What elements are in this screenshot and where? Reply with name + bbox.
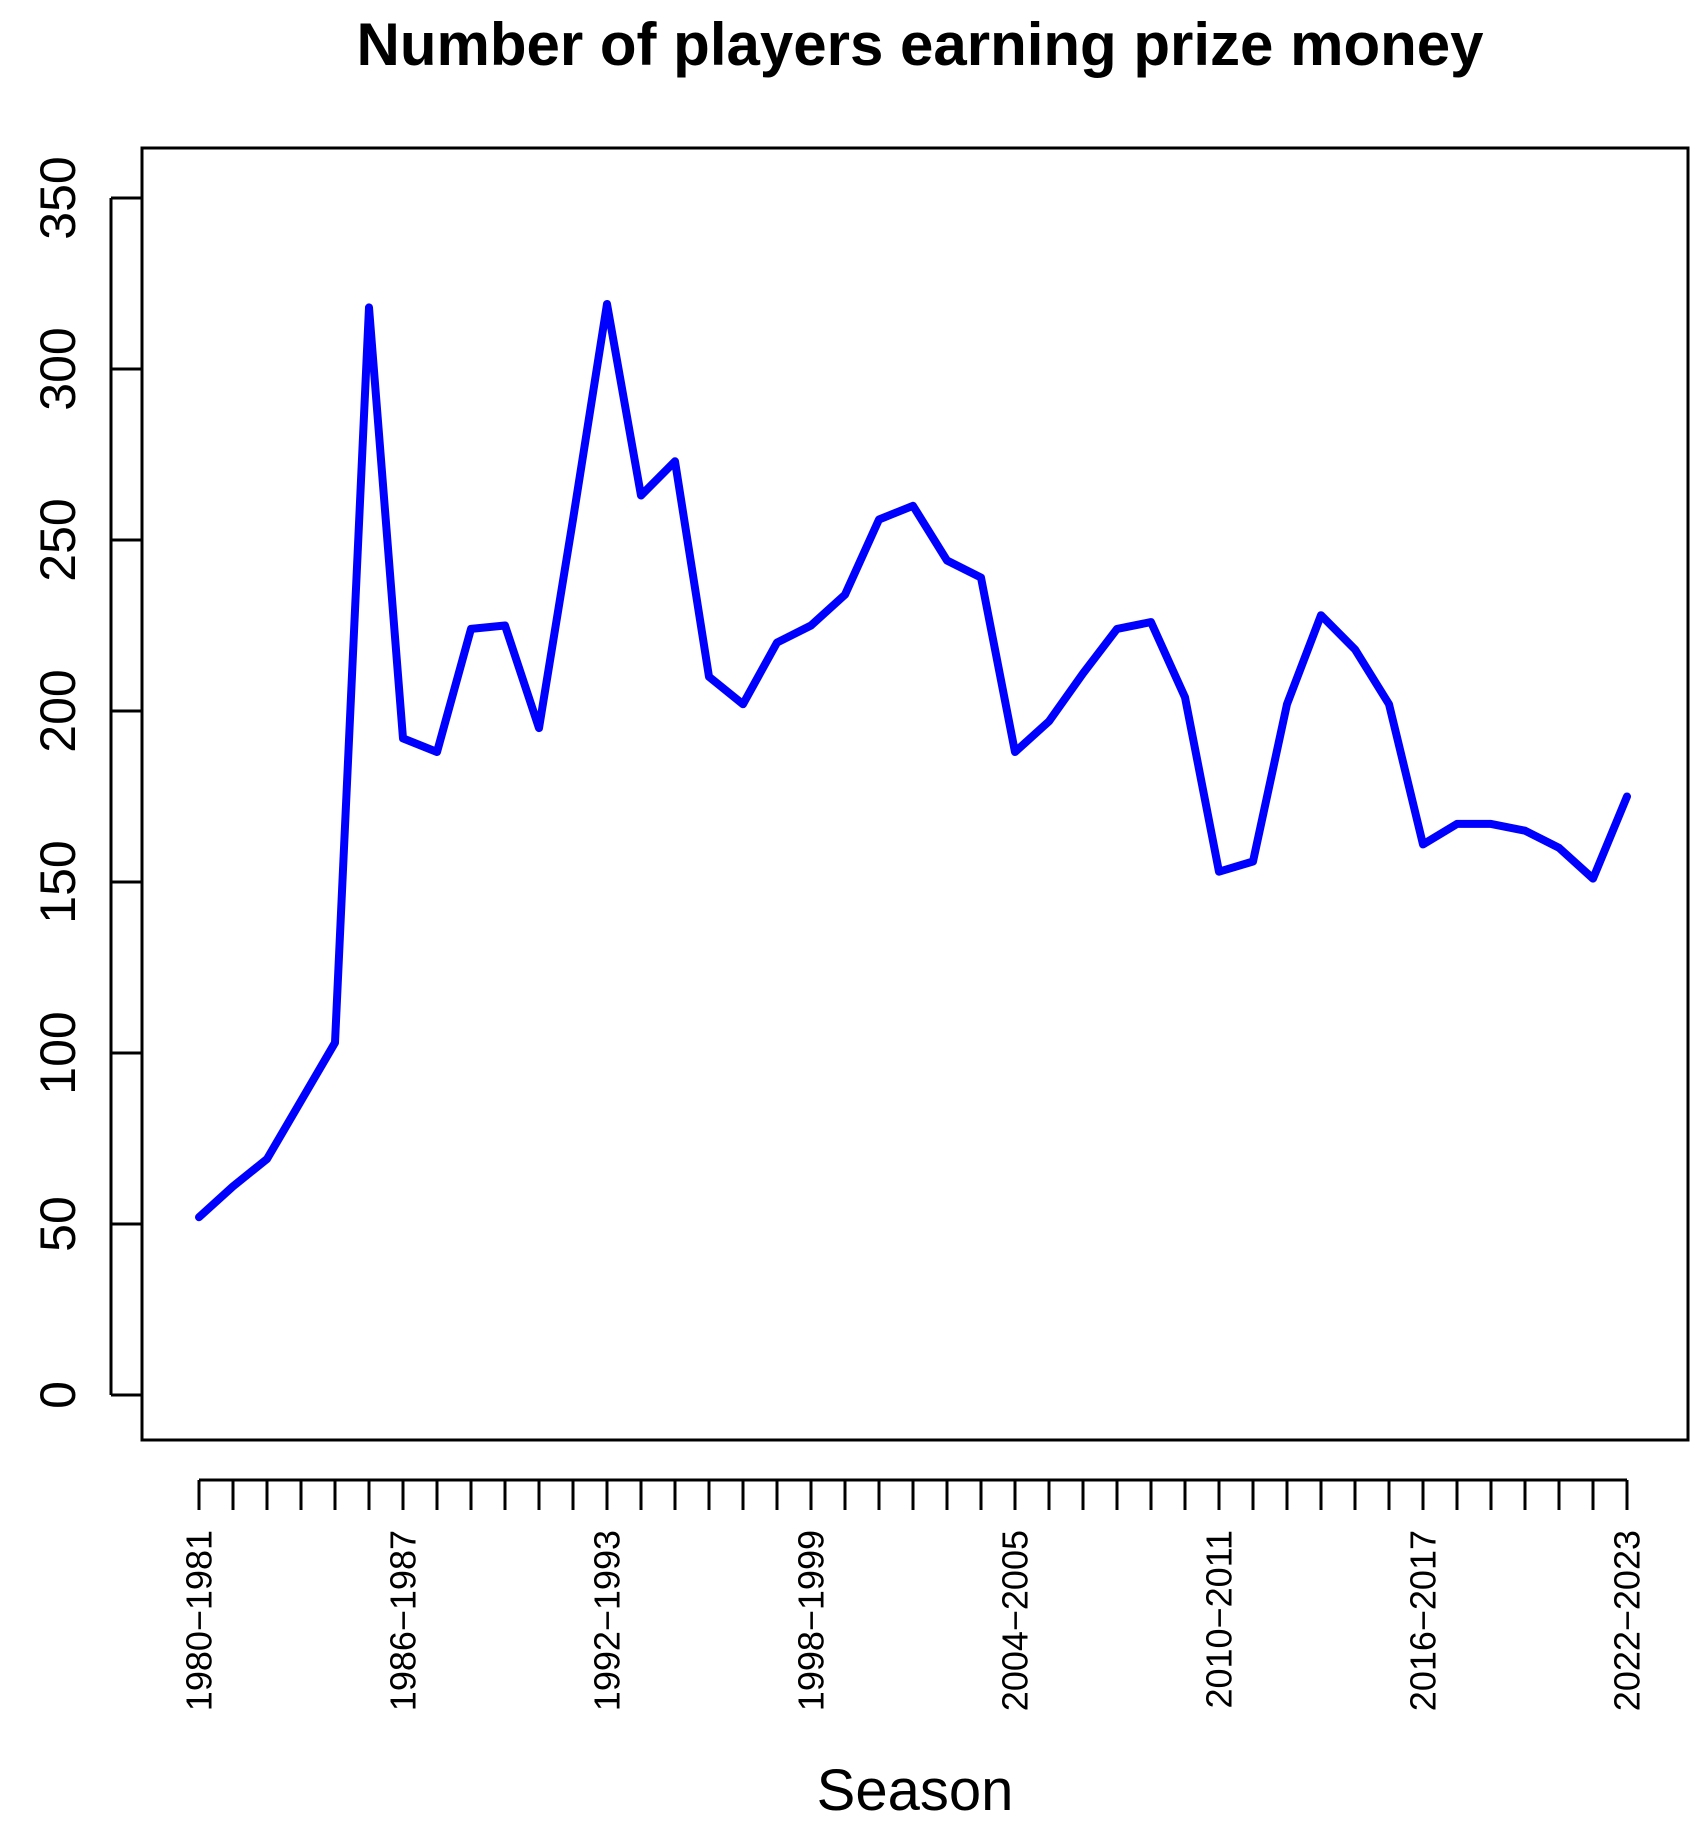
series-line xyxy=(195,300,1631,1222)
y-axis: 0 50 100 150 200 250 300 350 xyxy=(30,156,142,1409)
x-tick-label: 1980−1981 xyxy=(179,1530,220,1711)
y-tick-label: 100 xyxy=(30,1011,86,1094)
y-tick-label: 350 xyxy=(30,156,86,239)
y-tick-label: 150 xyxy=(30,840,86,923)
x-axis-label: Season xyxy=(817,1758,1014,1823)
x-tick-label: 2004−2005 xyxy=(995,1530,1036,1711)
y-tick-label: 50 xyxy=(30,1196,86,1252)
y-tick-label: 250 xyxy=(30,498,86,581)
series-layer xyxy=(195,300,1631,1222)
x-tick-label: 1992−1993 xyxy=(587,1530,628,1711)
x-tick-label: 2022−2023 xyxy=(1607,1530,1648,1711)
plot-frame xyxy=(140,146,1690,1442)
y-tick-label: 0 xyxy=(30,1381,86,1409)
x-axis: 1980−1981 1986−1987 1992−1993 1998−1999 2004… xyxy=(179,1478,1648,1711)
x-tick-label: 1986−1987 xyxy=(383,1530,424,1711)
y-tick-label: 200 xyxy=(30,669,86,752)
y-tick-label: 300 xyxy=(30,327,86,410)
x-tick-label: 2016−2017 xyxy=(1403,1530,1444,1711)
x-tick-label: 1998−1999 xyxy=(791,1530,832,1711)
x-tick-label: 2010−2011 xyxy=(1199,1530,1240,1709)
chart-title: Number of players earning prize money xyxy=(357,11,1485,78)
